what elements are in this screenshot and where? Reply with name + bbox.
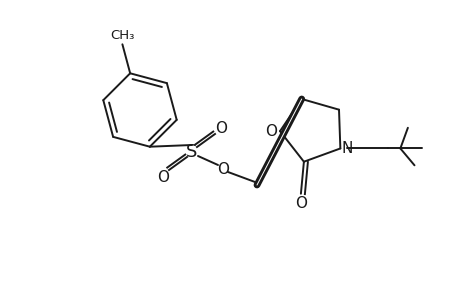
- Text: O: O: [214, 121, 226, 136]
- Text: CH₃: CH₃: [110, 29, 134, 42]
- Text: O: O: [264, 124, 276, 139]
- Text: N: N: [341, 141, 352, 156]
- Text: O: O: [294, 196, 306, 211]
- Text: O: O: [217, 161, 229, 176]
- Text: O: O: [157, 169, 168, 184]
- Text: S: S: [186, 143, 197, 161]
